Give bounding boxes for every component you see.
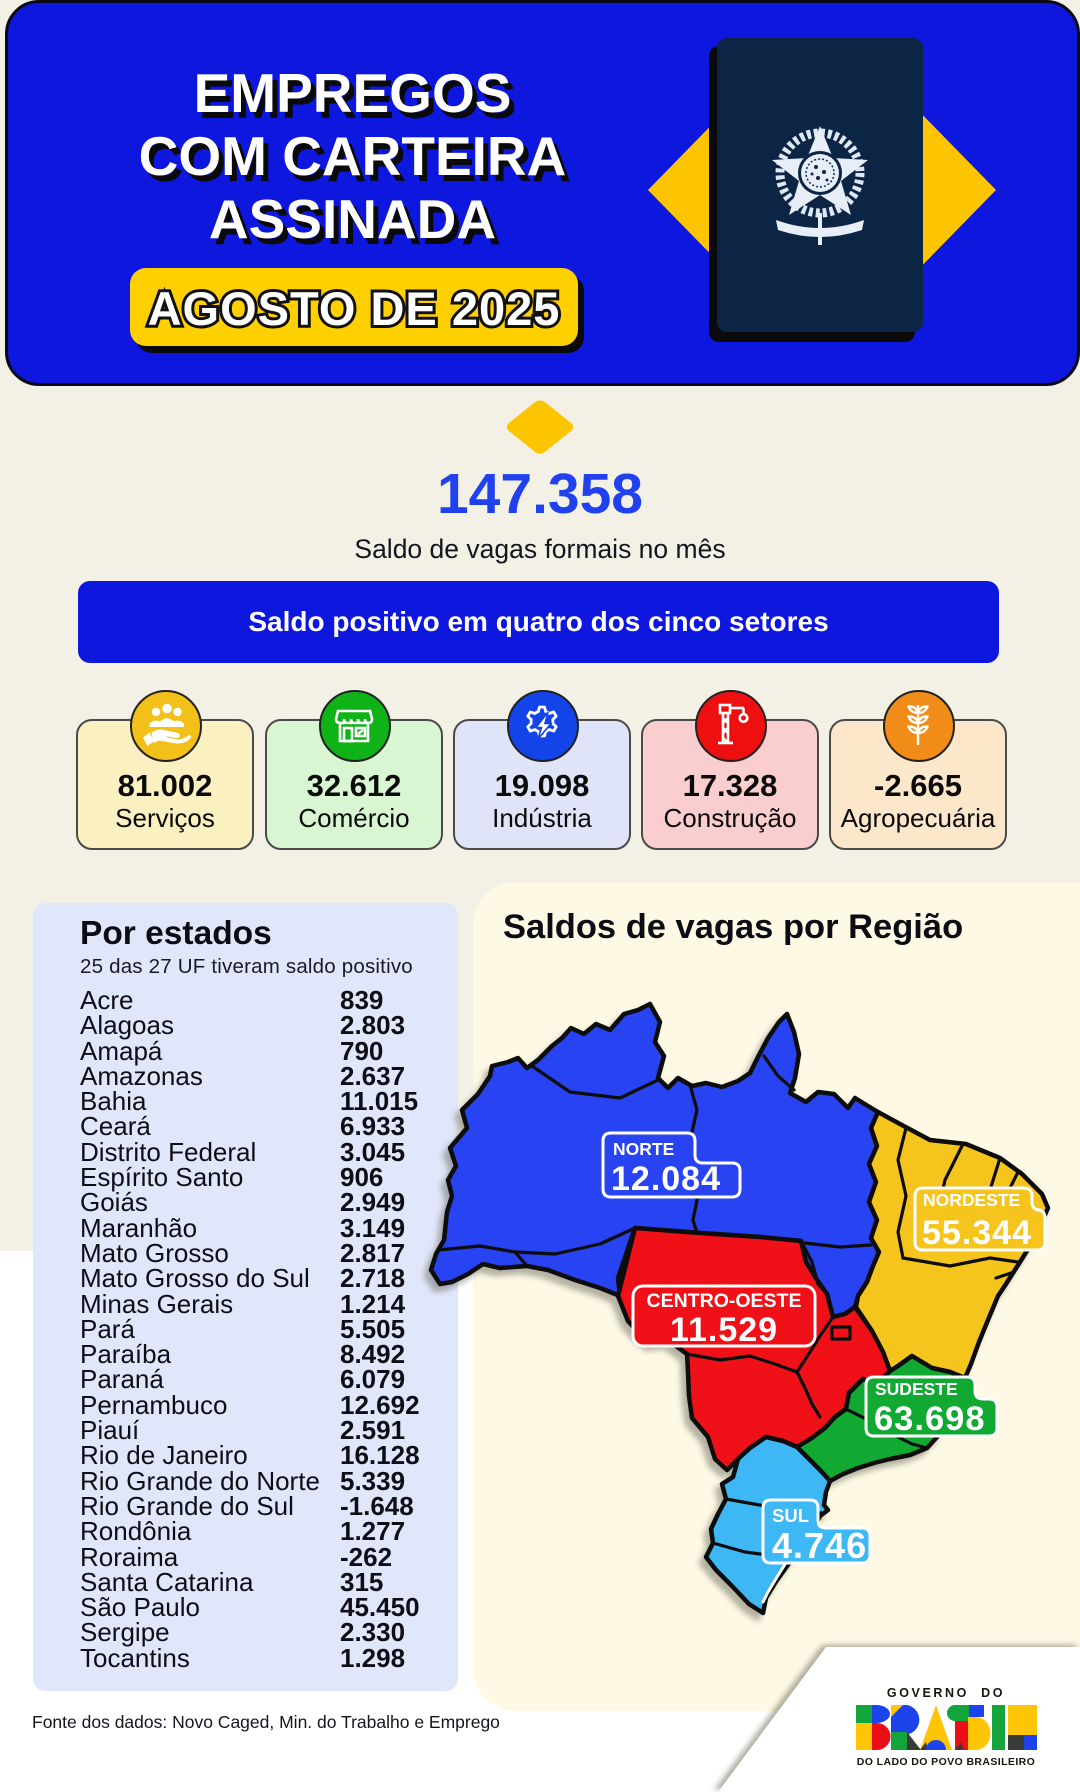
svg-text:63.698: 63.698	[874, 1400, 986, 1438]
svg-text:11.529: 11.529	[670, 1311, 778, 1349]
svg-text:4.746: 4.746	[772, 1525, 867, 1566]
svg-text:55.344: 55.344	[922, 1214, 1032, 1252]
svg-text:CENTRO-OESTE: CENTRO-OESTE	[647, 1290, 802, 1312]
svg-text:AGOSTO DE 2025: AGOSTO DE 2025	[148, 282, 561, 335]
svg-text:SUL: SUL	[772, 1505, 809, 1526]
svg-text:NORDESTE: NORDESTE	[923, 1190, 1020, 1210]
svg-text:NORTE: NORTE	[613, 1139, 674, 1159]
svg-text:12.084: 12.084	[611, 1160, 721, 1198]
svg-text:SUDESTE: SUDESTE	[875, 1379, 958, 1399]
